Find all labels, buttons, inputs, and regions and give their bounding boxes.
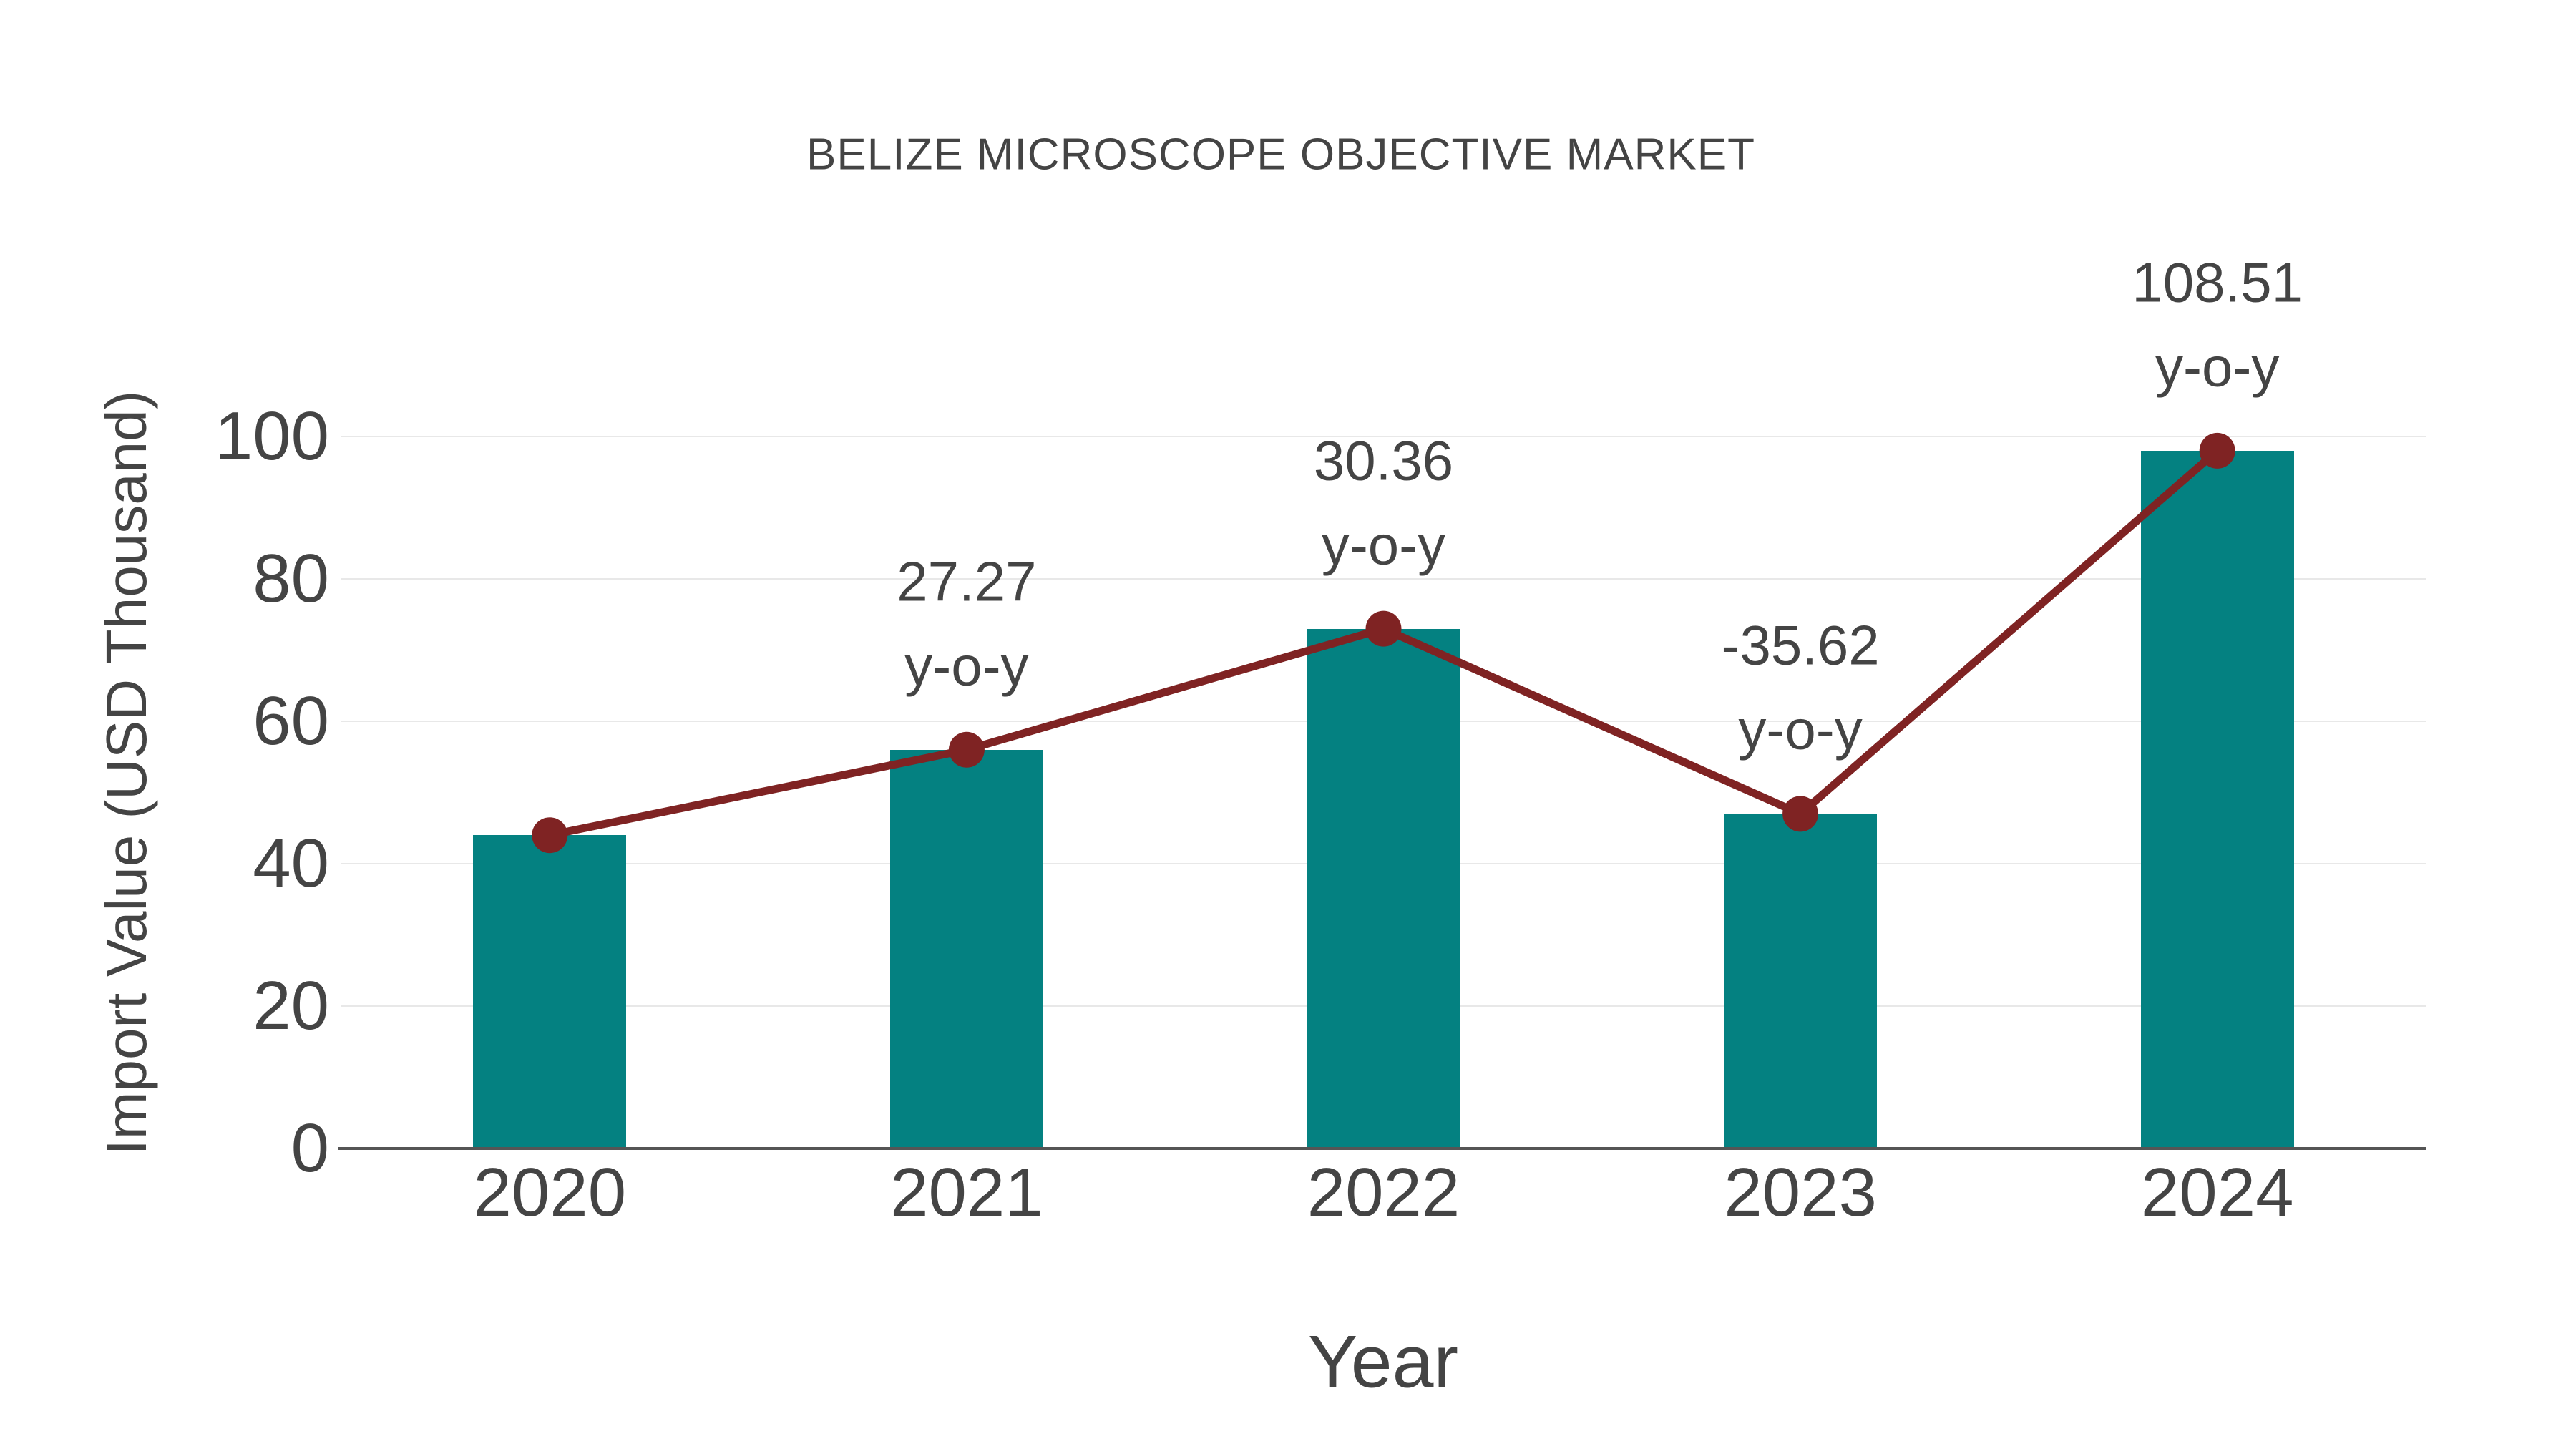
y-tick-label-0: 0 xyxy=(291,1110,329,1186)
annotation-suffix-2022: y-o-y xyxy=(1321,513,1446,577)
annotation-value-2024: 108.51 xyxy=(2132,250,2303,314)
x-tick-label-2021: 2021 xyxy=(890,1154,1043,1231)
annotation-suffix-2024: y-o-y xyxy=(2155,335,2280,399)
bar-2021 xyxy=(889,749,1043,1148)
annotation-value-2023: -35.62 xyxy=(1721,613,1880,677)
bar-2022 xyxy=(1307,628,1460,1148)
y-tick-label-100: 100 xyxy=(214,398,329,474)
x-tick-label-2024: 2024 xyxy=(2140,1154,2294,1231)
y-tick-label-80: 80 xyxy=(253,540,329,617)
y-tick-label-60: 60 xyxy=(253,683,329,759)
chart-title: BELIZE MICROSCOPE OBJECTIVE MARKET xyxy=(806,130,1755,180)
y-tick-label-40: 40 xyxy=(253,825,329,902)
annotation-value-2022: 30.36 xyxy=(1313,429,1454,492)
x-axis-title: Year xyxy=(1307,1320,1459,1404)
x-tick-label-2020: 2020 xyxy=(473,1154,627,1231)
x-axis-line xyxy=(338,1147,2426,1150)
gridline-100 xyxy=(341,436,2426,437)
x-tick-label-2022: 2022 xyxy=(1307,1154,1460,1231)
data-point-marker-2022 xyxy=(1365,610,1402,647)
annotation-value-2021: 27.27 xyxy=(897,550,1037,613)
annotation-suffix-2023: y-o-y xyxy=(1738,698,1863,761)
annotation-suffix-2021: y-o-y xyxy=(904,634,1029,698)
y-tick-label-20: 20 xyxy=(253,967,329,1044)
bar-2020 xyxy=(473,835,627,1148)
bar-2023 xyxy=(1724,814,1878,1148)
data-point-marker-2020 xyxy=(532,817,568,854)
data-point-marker-2021 xyxy=(948,731,985,768)
x-tick-label-2023: 2023 xyxy=(1724,1154,1877,1231)
bar-2024 xyxy=(2140,450,2294,1148)
gridline-80 xyxy=(341,578,2426,580)
data-point-marker-2024 xyxy=(2199,432,2235,469)
data-point-marker-2023 xyxy=(1782,796,1819,832)
